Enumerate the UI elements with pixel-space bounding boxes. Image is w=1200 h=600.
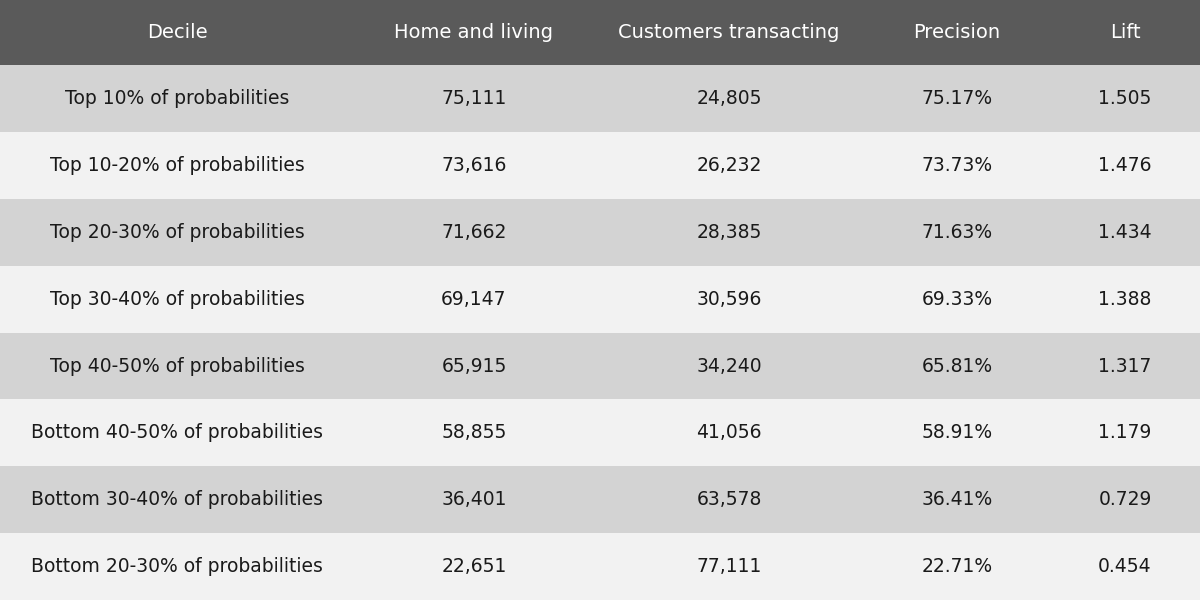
Bar — [1050, 266, 1200, 332]
Bar — [0, 132, 354, 199]
Text: 1.434: 1.434 — [1098, 223, 1152, 242]
Bar — [864, 533, 1050, 600]
Text: 71,662: 71,662 — [442, 223, 506, 242]
Text: Bottom 40-50% of probabilities: Bottom 40-50% of probabilities — [31, 424, 323, 442]
Text: 69,147: 69,147 — [442, 290, 506, 308]
Bar — [1050, 400, 1200, 466]
Text: Top 40-50% of probabilities: Top 40-50% of probabilities — [49, 356, 305, 376]
Text: 1.388: 1.388 — [1098, 290, 1152, 308]
Text: Decile: Decile — [146, 23, 208, 42]
Bar — [864, 199, 1050, 266]
Bar — [594, 65, 864, 132]
Text: 77,111: 77,111 — [696, 557, 762, 576]
Bar — [0, 332, 354, 400]
Text: 65,915: 65,915 — [442, 356, 506, 376]
Bar — [864, 65, 1050, 132]
Text: 65.81%: 65.81% — [922, 356, 992, 376]
Text: 1.505: 1.505 — [1098, 89, 1152, 108]
Text: Customers transacting: Customers transacting — [618, 23, 840, 42]
Bar — [864, 466, 1050, 533]
Text: Precision: Precision — [913, 23, 1001, 42]
Text: 26,232: 26,232 — [696, 156, 762, 175]
Text: Top 30-40% of probabilities: Top 30-40% of probabilities — [49, 290, 305, 308]
Bar — [354, 132, 594, 199]
Text: 1.179: 1.179 — [1098, 424, 1152, 442]
Text: 1.476: 1.476 — [1098, 156, 1152, 175]
Bar — [864, 266, 1050, 332]
Text: 1.317: 1.317 — [1098, 356, 1152, 376]
Bar — [1050, 199, 1200, 266]
Bar — [594, 266, 864, 332]
Text: 30,596: 30,596 — [696, 290, 762, 308]
Bar — [594, 0, 864, 65]
Bar — [354, 266, 594, 332]
Bar — [1050, 332, 1200, 400]
Bar — [354, 332, 594, 400]
Bar — [1050, 132, 1200, 199]
Text: 24,805: 24,805 — [696, 89, 762, 108]
Text: 0.454: 0.454 — [1098, 557, 1152, 576]
Text: 73.73%: 73.73% — [922, 156, 992, 175]
Text: Bottom 30-40% of probabilities: Bottom 30-40% of probabilities — [31, 490, 323, 509]
Text: 28,385: 28,385 — [696, 223, 762, 242]
Bar — [354, 65, 594, 132]
Text: 75,111: 75,111 — [442, 89, 506, 108]
Bar — [0, 533, 354, 600]
Bar — [1050, 0, 1200, 65]
Bar — [864, 0, 1050, 65]
Bar — [594, 533, 864, 600]
Bar — [354, 400, 594, 466]
Text: Lift: Lift — [1110, 23, 1140, 42]
Bar — [0, 0, 354, 65]
Bar — [0, 65, 354, 132]
Bar — [354, 199, 594, 266]
Text: 75.17%: 75.17% — [922, 89, 992, 108]
Text: 58,855: 58,855 — [442, 424, 506, 442]
Bar — [1050, 65, 1200, 132]
Text: 36.41%: 36.41% — [922, 490, 992, 509]
Bar — [0, 266, 354, 332]
Bar — [594, 132, 864, 199]
Text: 41,056: 41,056 — [696, 424, 762, 442]
Bar — [1050, 533, 1200, 600]
Bar — [864, 132, 1050, 199]
Bar — [594, 400, 864, 466]
Bar — [354, 466, 594, 533]
Text: 22.71%: 22.71% — [922, 557, 992, 576]
Text: Top 20-30% of probabilities: Top 20-30% of probabilities — [49, 223, 305, 242]
Text: Home and living: Home and living — [395, 23, 553, 42]
Text: 73,616: 73,616 — [442, 156, 506, 175]
Bar — [594, 332, 864, 400]
Text: Top 10% of probabilities: Top 10% of probabilities — [65, 89, 289, 108]
Text: 0.729: 0.729 — [1098, 490, 1152, 509]
Text: 36,401: 36,401 — [442, 490, 506, 509]
Bar — [354, 533, 594, 600]
Bar — [864, 400, 1050, 466]
Bar — [594, 466, 864, 533]
Bar — [0, 466, 354, 533]
Bar — [1050, 466, 1200, 533]
Text: 71.63%: 71.63% — [922, 223, 992, 242]
Text: 63,578: 63,578 — [696, 490, 762, 509]
Bar — [594, 199, 864, 266]
Text: 34,240: 34,240 — [696, 356, 762, 376]
Text: Top 10-20% of probabilities: Top 10-20% of probabilities — [49, 156, 305, 175]
Text: 69.33%: 69.33% — [922, 290, 992, 308]
Bar — [0, 400, 354, 466]
Text: Bottom 20-30% of probabilities: Bottom 20-30% of probabilities — [31, 557, 323, 576]
Bar — [354, 0, 594, 65]
Text: 58.91%: 58.91% — [922, 424, 992, 442]
Text: 22,651: 22,651 — [442, 557, 506, 576]
Bar — [0, 199, 354, 266]
Bar — [864, 332, 1050, 400]
